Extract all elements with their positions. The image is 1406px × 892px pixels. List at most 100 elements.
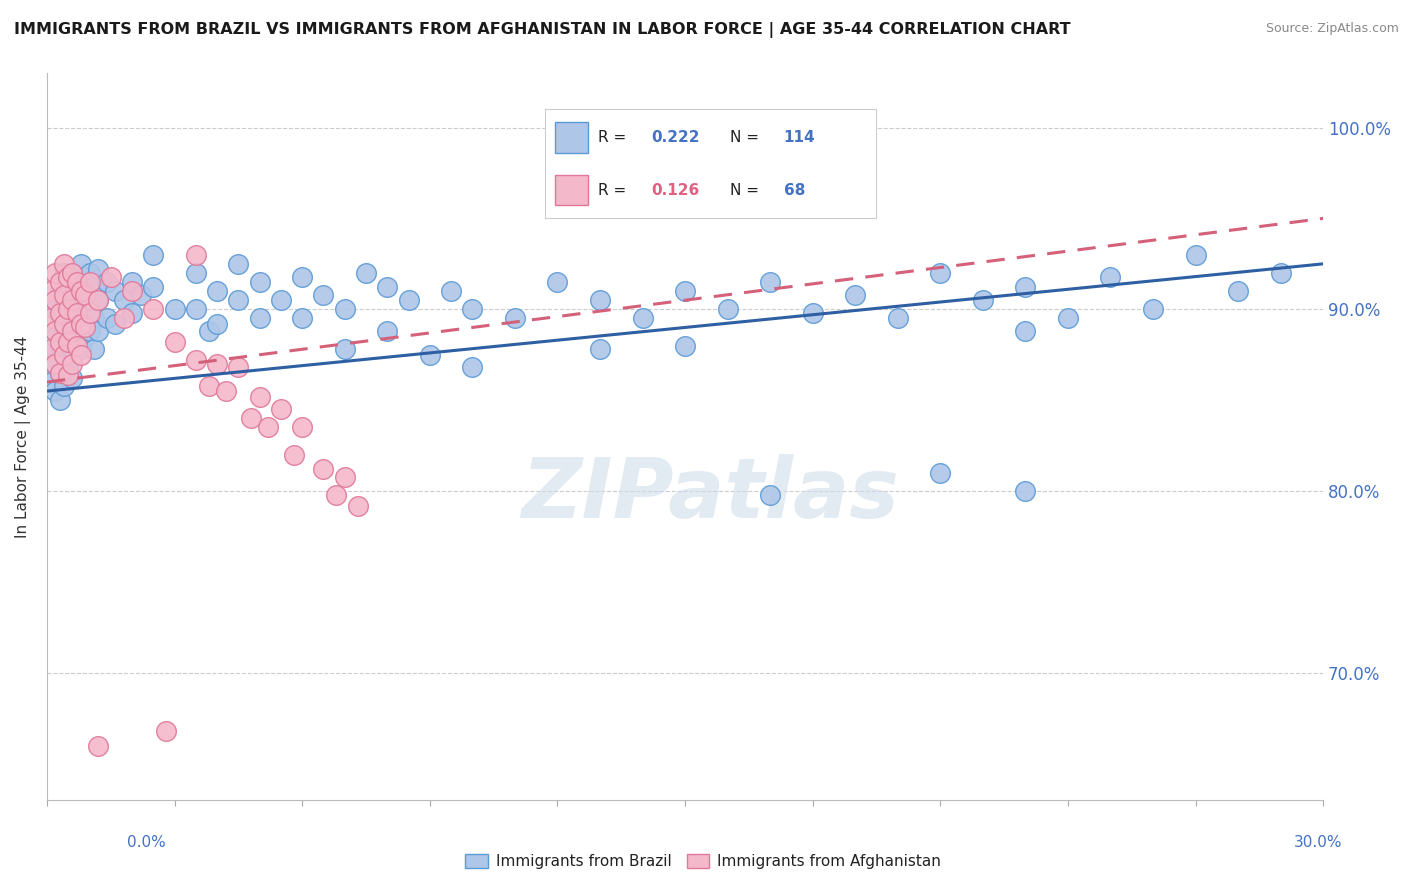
Point bbox=[44, 357, 66, 371]
Point bbox=[112, 311, 135, 326]
Point bbox=[461, 360, 484, 375]
Point bbox=[53, 317, 76, 331]
Point bbox=[249, 275, 271, 289]
Point bbox=[163, 302, 186, 317]
Point bbox=[39, 343, 62, 357]
Point bbox=[375, 324, 398, 338]
Point bbox=[39, 338, 62, 352]
Point bbox=[112, 293, 135, 308]
Point bbox=[104, 317, 127, 331]
Point bbox=[155, 724, 177, 739]
Point bbox=[312, 287, 335, 301]
Point bbox=[87, 293, 110, 308]
Point bbox=[240, 411, 263, 425]
Point bbox=[44, 324, 66, 338]
Point bbox=[291, 269, 314, 284]
Text: 0.0%: 0.0% bbox=[127, 836, 166, 850]
Point bbox=[39, 375, 62, 389]
Point bbox=[972, 293, 994, 308]
Point bbox=[589, 293, 612, 308]
Point bbox=[44, 266, 66, 280]
Point bbox=[48, 393, 70, 408]
Point bbox=[79, 306, 101, 320]
Point bbox=[70, 284, 93, 298]
Point bbox=[58, 302, 80, 317]
Point bbox=[249, 390, 271, 404]
Point bbox=[75, 269, 97, 284]
Point bbox=[53, 266, 76, 280]
Legend: Immigrants from Brazil, Immigrants from Afghanistan: Immigrants from Brazil, Immigrants from … bbox=[458, 848, 948, 875]
Point bbox=[121, 284, 143, 298]
Point bbox=[546, 275, 568, 289]
Point bbox=[249, 311, 271, 326]
Point bbox=[53, 287, 76, 301]
Point bbox=[62, 324, 84, 338]
Point bbox=[58, 360, 80, 375]
Point bbox=[53, 348, 76, 362]
Point bbox=[1099, 269, 1122, 284]
Point bbox=[887, 311, 910, 326]
Point bbox=[214, 384, 236, 398]
Point bbox=[1142, 302, 1164, 317]
Point bbox=[121, 306, 143, 320]
Point bbox=[58, 275, 80, 289]
Point bbox=[75, 302, 97, 317]
Point bbox=[53, 348, 76, 362]
Point bbox=[759, 488, 782, 502]
Point bbox=[205, 317, 228, 331]
Point bbox=[184, 248, 207, 262]
Point bbox=[96, 311, 118, 326]
Point bbox=[184, 353, 207, 368]
Point bbox=[1014, 280, 1036, 294]
Point bbox=[673, 284, 696, 298]
Point bbox=[58, 329, 80, 343]
Point bbox=[929, 466, 952, 480]
Point bbox=[104, 284, 127, 298]
Point bbox=[398, 293, 420, 308]
Point bbox=[48, 334, 70, 349]
Point bbox=[325, 488, 347, 502]
Point bbox=[66, 302, 89, 317]
Point bbox=[70, 317, 93, 331]
Point bbox=[58, 302, 80, 317]
Point bbox=[589, 343, 612, 357]
Point bbox=[70, 317, 93, 331]
Point bbox=[44, 357, 66, 371]
Point bbox=[79, 324, 101, 338]
Point bbox=[129, 287, 152, 301]
Point bbox=[205, 357, 228, 371]
Point bbox=[257, 420, 280, 434]
Point bbox=[79, 293, 101, 308]
Point bbox=[333, 302, 356, 317]
Point bbox=[228, 293, 250, 308]
Point bbox=[228, 360, 250, 375]
Point bbox=[1184, 248, 1206, 262]
Point bbox=[142, 248, 165, 262]
Point bbox=[197, 324, 219, 338]
Point bbox=[62, 371, 84, 385]
Point bbox=[66, 306, 89, 320]
Point bbox=[283, 448, 305, 462]
Point bbox=[333, 343, 356, 357]
Point bbox=[44, 293, 66, 308]
Point bbox=[48, 366, 70, 380]
Point bbox=[44, 329, 66, 343]
Point bbox=[419, 348, 441, 362]
Point bbox=[53, 257, 76, 271]
Text: Source: ZipAtlas.com: Source: ZipAtlas.com bbox=[1265, 22, 1399, 36]
Point bbox=[1270, 266, 1292, 280]
Point bbox=[75, 320, 97, 334]
Point bbox=[440, 284, 463, 298]
Point bbox=[39, 357, 62, 371]
Text: 30.0%: 30.0% bbox=[1295, 836, 1343, 850]
Point bbox=[375, 280, 398, 294]
Point bbox=[62, 343, 84, 357]
Point bbox=[53, 320, 76, 334]
Point bbox=[1227, 284, 1250, 298]
Point bbox=[79, 275, 101, 289]
Point bbox=[48, 311, 70, 326]
Point bbox=[631, 311, 654, 326]
Point bbox=[66, 329, 89, 343]
Point bbox=[79, 266, 101, 280]
Point bbox=[75, 287, 97, 301]
